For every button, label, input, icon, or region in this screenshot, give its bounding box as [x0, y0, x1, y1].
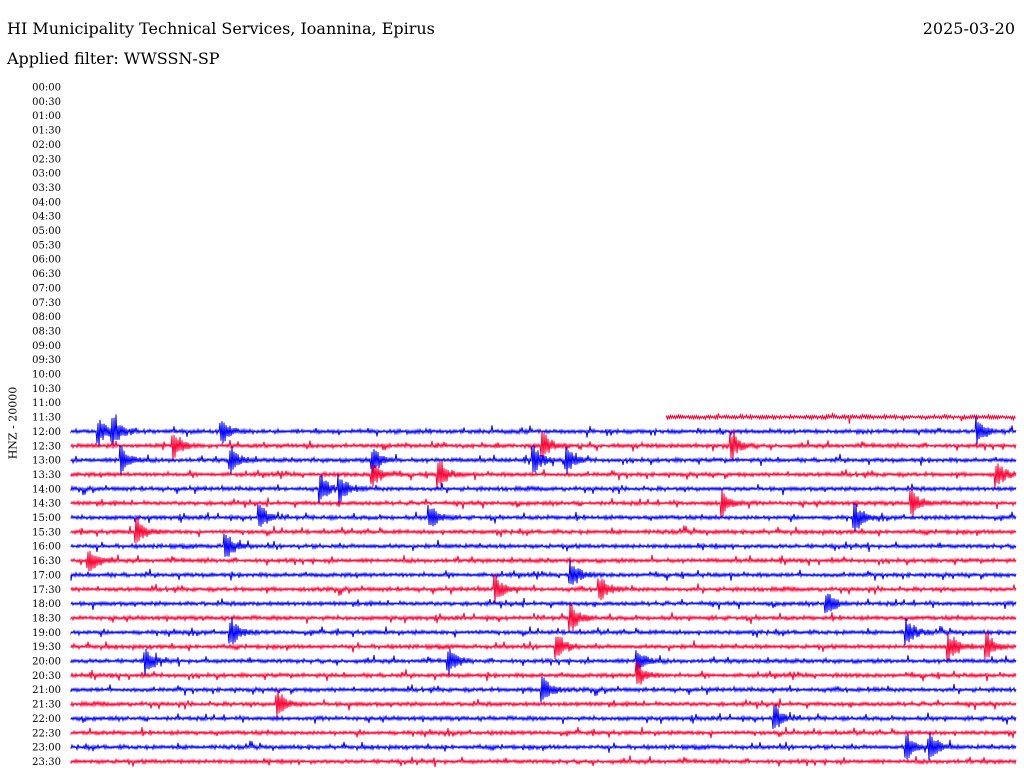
time-tick-2200: 22:00 — [32, 714, 61, 725]
trace-row-1400 — [70, 474, 1017, 505]
trace-row-2030 — [70, 661, 1017, 685]
trace-row-1600 — [70, 533, 1017, 557]
trace-row-1530 — [70, 516, 1017, 543]
time-tick-0600: 06:00 — [32, 255, 61, 266]
trace-row-1830 — [70, 603, 1017, 632]
time-tick-0700: 07:00 — [32, 283, 61, 294]
time-tick-0030: 00:30 — [32, 97, 61, 108]
time-tick-1500: 15:00 — [32, 513, 61, 524]
time-tick-0200: 02:00 — [32, 140, 61, 151]
time-tick-1800: 18:00 — [32, 599, 61, 610]
trace-row-2230 — [70, 726, 1017, 739]
time-tick-0100: 01:00 — [32, 111, 61, 122]
trace-row-1800 — [70, 593, 1017, 614]
time-tick-0430: 04:30 — [32, 212, 61, 223]
trace-row-2200 — [70, 704, 1017, 729]
time-tick-0500: 05:00 — [32, 226, 61, 237]
time-tick-1830: 18:30 — [32, 613, 61, 624]
time-tick-0800: 08:00 — [32, 312, 61, 323]
trace-row-1230 — [70, 428, 1017, 461]
time-tick-1530: 15:30 — [32, 527, 61, 538]
time-tick-1600: 16:00 — [32, 542, 61, 553]
time-tick-2330: 23:30 — [32, 757, 61, 768]
station-title: HI Municipality Technical Services, Ioan… — [7, 19, 435, 38]
time-tick-0330: 03:30 — [32, 183, 61, 194]
time-tick-0530: 05:30 — [32, 240, 61, 251]
trace-row-2130 — [70, 689, 1017, 718]
time-tick-0730: 07:30 — [32, 298, 61, 309]
trace-row-1430 — [70, 488, 1017, 519]
time-tick-0400: 04:00 — [32, 197, 61, 208]
time-tick-labels: 00:00 00:30 01:00 01:30 02:00 02:30 03:00 03:30… — [32, 83, 61, 768]
time-tick-1100: 11:00 — [32, 398, 61, 409]
time-tick-2030: 20:30 — [32, 671, 61, 682]
time-tick-0900: 09:00 — [32, 341, 61, 352]
filter-label: Applied filter: WWSSN-SP — [7, 49, 220, 68]
time-tick-0130: 01:30 — [32, 126, 61, 137]
trace-row-1730 — [70, 572, 1017, 605]
trace-row-2100 — [70, 676, 1017, 703]
time-tick-0230: 02:30 — [32, 154, 61, 165]
time-tick-1930: 19:30 — [32, 642, 61, 653]
time-tick-1000: 10:00 — [32, 370, 61, 381]
trace-row-2300 — [70, 732, 1017, 761]
trace-row-1700 — [70, 560, 1017, 585]
time-tick-0000: 00:00 — [32, 83, 61, 94]
time-tick-0830: 08:30 — [32, 326, 61, 337]
trace-row-1330 — [70, 460, 1017, 490]
time-tick-1230: 12:30 — [32, 441, 61, 452]
trace-row-1130 — [665, 411, 1016, 424]
time-tick-2000: 20:00 — [32, 657, 61, 668]
time-tick-0930: 09:30 — [32, 355, 61, 366]
trace-row-1200 — [70, 414, 1017, 449]
time-tick-2300: 23:00 — [32, 743, 61, 754]
time-tick-1730: 17:30 — [32, 585, 61, 596]
time-tick-2130: 21:30 — [32, 700, 61, 711]
trace-row-2000 — [70, 648, 1017, 678]
trace-row-1630 — [70, 550, 1017, 572]
time-tick-1200: 12:00 — [32, 427, 61, 438]
time-tick-2100: 21:00 — [32, 685, 61, 696]
time-tick-1030: 10:30 — [32, 384, 61, 395]
trace-row-1900 — [70, 617, 1017, 646]
time-tick-1330: 13:30 — [32, 470, 61, 481]
trace-row-1300 — [70, 445, 1017, 475]
date-label: 2025-03-20 — [922, 19, 1015, 38]
time-tick-1400: 14:00 — [32, 484, 61, 495]
time-tick-1700: 17:00 — [32, 570, 61, 581]
time-tick-1900: 19:00 — [32, 628, 61, 639]
time-tick-1430: 14:30 — [32, 499, 61, 510]
time-tick-1300: 13:00 — [32, 456, 61, 467]
trace-row-1930 — [70, 631, 1017, 661]
trace-row-2330 — [70, 755, 1017, 768]
time-tick-2230: 22:30 — [32, 728, 61, 739]
time-tick-0300: 03:00 — [32, 169, 61, 180]
time-tick-0630: 06:30 — [32, 269, 61, 280]
trace-row-1500 — [70, 503, 1017, 533]
time-tick-1130: 11:30 — [32, 413, 61, 424]
time-tick-1630: 16:30 — [32, 556, 61, 567]
seismic-traces — [70, 411, 1017, 768]
